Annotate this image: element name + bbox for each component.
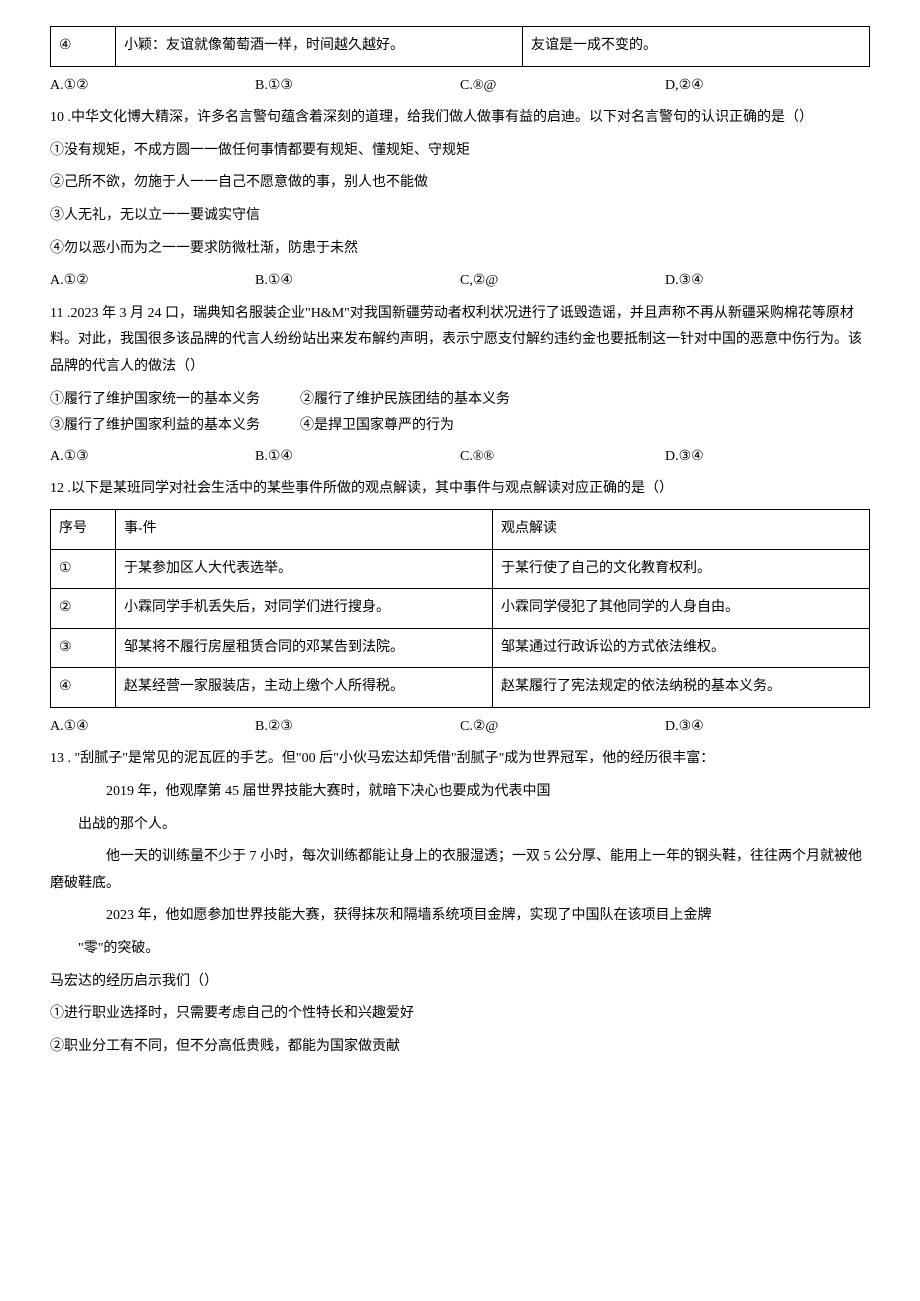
option-d: D,②④ xyxy=(665,73,870,100)
q13-p1a: 2019 年，他观摩第 45 届世界技能大赛时，就暗下决心也要成为代表中国 xyxy=(50,779,870,806)
cell: 邹某通过行政诉讼的方式依法维权。 xyxy=(493,628,870,668)
cell-statement: 小颖：友谊就像葡萄酒一样，时间越久越好。 xyxy=(116,27,523,67)
th-event: 事-件 xyxy=(116,509,493,549)
option-c: C.②@ xyxy=(460,714,665,741)
q11-d4: ④是捍卫国家尊严的行为 xyxy=(300,413,454,440)
q13-p2: 他一天的训练量不少于 7 小时，每次训练都能让身上的衣服湿透；一双 5 公分厚、… xyxy=(50,844,870,897)
cell: 赵某经营一家服装店，主动上缴个人所得税。 xyxy=(116,668,493,708)
q12-table: 序号 事-件 观点解读 ① 于某参加区人大代表选举。 于某行使了自己的文化教育权… xyxy=(50,509,870,708)
th-interpret: 观点解读 xyxy=(493,509,870,549)
q10-stem: 10 .中华文化博大精深，许多名言警句蕴含着深刻的道理，给我们做人做事有益的启迪… xyxy=(50,105,870,132)
cell: ① xyxy=(51,549,116,589)
cell: 邹某将不履行房屋租赁合同的邓某告到法院。 xyxy=(116,628,493,668)
option-d: D.③④ xyxy=(665,268,870,295)
option-a: A.①② xyxy=(50,73,255,100)
q11-duties-row1: ①履行了维护国家统一的基本义务 ②履行了维护民族团结的基本义务 xyxy=(50,387,870,414)
cell: 小霖同学手机丢失后，对同学们进行搜身。 xyxy=(116,589,493,629)
q11-stem: 11 .2023 年 3 月 24 口，瑞典知名服装企业"H&M"对我国新疆劳动… xyxy=(50,301,870,381)
option-b: B.②③ xyxy=(255,714,460,741)
cell: ③ xyxy=(51,628,116,668)
q11-d1: ①履行了维护国家统一的基本义务 xyxy=(50,387,260,414)
option-d: D.③④ xyxy=(665,714,870,741)
option-a: A.①③ xyxy=(50,444,255,471)
option-d: D.③④ xyxy=(665,444,870,471)
exam-page: ④ 小颖：友谊就像葡萄酒一样，时间越久越好。 友谊是一成不变的。 A.①② B.… xyxy=(0,0,920,1086)
table-row: ④ 小颖：友谊就像葡萄酒一样，时间越久越好。 友谊是一成不变的。 xyxy=(51,27,870,67)
table-row: ④ 赵某经营一家服装店，主动上缴个人所得税。 赵某履行了宪法规定的依法纳税的基本… xyxy=(51,668,870,708)
q13-p3a: 2023 年，他如愿参加世界技能大赛，获得抹灰和隔墙系统项目金牌，实现了中国队在… xyxy=(50,903,870,930)
cell-seq: ④ xyxy=(51,27,116,67)
q9-table: ④ 小颖：友谊就像葡萄酒一样，时间越久越好。 友谊是一成不变的。 xyxy=(50,26,870,67)
q13-stem: 13 . "刮腻子"是常见的泥瓦匠的手艺。但"00 后"小伙马宏达却凭借"刮腻子… xyxy=(50,746,870,773)
q13-s2: ②职业分工有不同，但不分高低贵贱，都能为国家做贡献 xyxy=(50,1034,870,1061)
cell: ② xyxy=(51,589,116,629)
option-b: B.①④ xyxy=(255,444,460,471)
option-c: C,②@ xyxy=(460,268,665,295)
q13-s1: ①进行职业选择时，只需要考虑自己的个性特长和兴趣爱好 xyxy=(50,1001,870,1028)
cell: 于某行使了自己的文化教育权利。 xyxy=(493,549,870,589)
q10-s1: ①没有规矩，不成方圆一一做任何事情都要有规矩、懂规矩、守规矩 xyxy=(50,138,870,165)
table-row: ② 小霖同学手机丢失后，对同学们进行搜身。 小霖同学侵犯了其他同学的人身自由。 xyxy=(51,589,870,629)
q11-d2: ②履行了维护民族团结的基本义务 xyxy=(300,387,510,414)
q11-options: A.①③ B.①④ C.®® D.③④ xyxy=(50,444,870,471)
q10-s2: ②己所不欲，勿施于人一一自己不愿意做的事，别人也不能做 xyxy=(50,170,870,197)
option-c: C.®® xyxy=(460,444,665,471)
q12-options: A.①④ B.②③ C.②@ D.③④ xyxy=(50,714,870,741)
q12-stem: 12 .以下是某班同学对社会生活中的某些事件所做的观点解读，其中事件与观点解读对… xyxy=(50,476,870,503)
cell: 于某参加区人大代表选举。 xyxy=(116,549,493,589)
q10-options: A.①② B.①④ C,②@ D.③④ xyxy=(50,268,870,295)
q11-duties-row2: ③履行了维护国家利益的基本义务 ④是捍卫国家尊严的行为 xyxy=(50,413,870,440)
option-c: C.®@ xyxy=(460,73,665,100)
option-a: A.①④ xyxy=(50,714,255,741)
q10-s3: ③人无礼，无以立一一要诚实守信 xyxy=(50,203,870,230)
table-row: ③ 邹某将不履行房屋租赁合同的邓某告到法院。 邹某通过行政诉讼的方式依法维权。 xyxy=(51,628,870,668)
table-header-row: 序号 事-件 观点解读 xyxy=(51,509,870,549)
cell: ④ xyxy=(51,668,116,708)
q13-p4: 马宏达的经历启示我们（） xyxy=(50,969,870,996)
q11-d3: ③履行了维护国家利益的基本义务 xyxy=(50,413,260,440)
q13-p1b: 出战的那个人。 xyxy=(50,812,870,839)
option-a: A.①② xyxy=(50,268,255,295)
th-seq: 序号 xyxy=(51,509,116,549)
cell: 赵某履行了宪法规定的依法纳税的基本义务。 xyxy=(493,668,870,708)
option-b: B.①④ xyxy=(255,268,460,295)
option-b: B.①③ xyxy=(255,73,460,100)
cell-interpret: 友谊是一成不变的。 xyxy=(523,27,870,67)
q9-options: A.①② B.①③ C.®@ D,②④ xyxy=(50,73,870,100)
table-row: ① 于某参加区人大代表选举。 于某行使了自己的文化教育权利。 xyxy=(51,549,870,589)
cell: 小霖同学侵犯了其他同学的人身自由。 xyxy=(493,589,870,629)
q13-p3b: "零"的突破。 xyxy=(50,936,870,963)
q10-s4: ④勿以恶小而为之一一要求防微杜渐，防患于未然 xyxy=(50,236,870,263)
